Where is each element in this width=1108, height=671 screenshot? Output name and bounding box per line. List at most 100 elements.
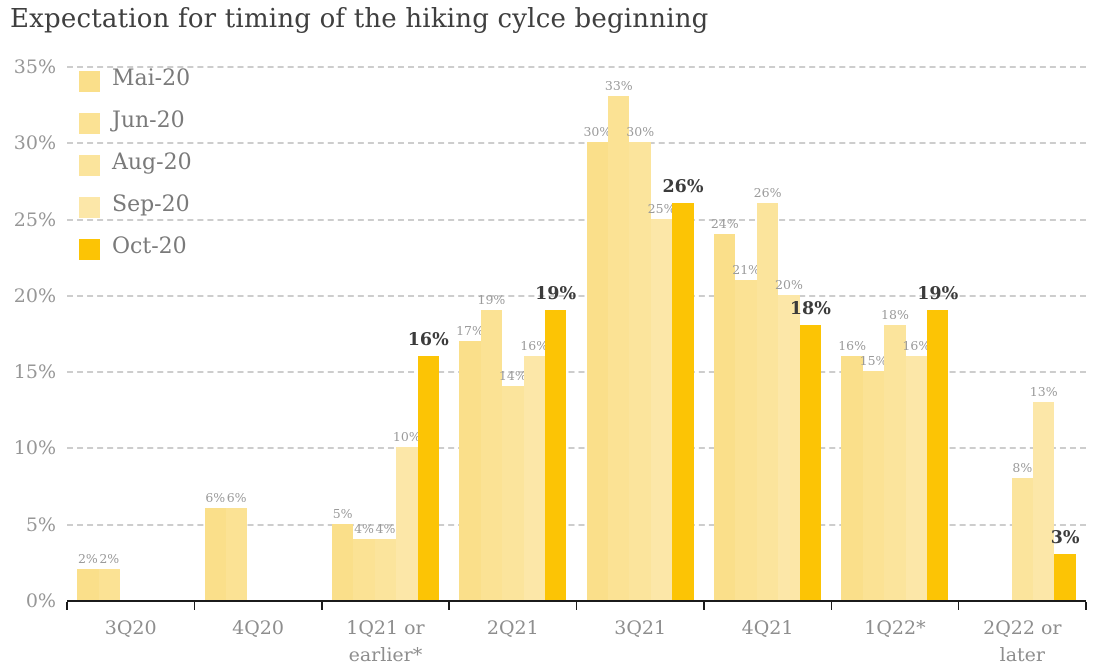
bar-value-label: 14% — [498, 368, 527, 384]
bar-value-label: 16% — [407, 329, 449, 350]
bar-value-label: 4% — [375, 520, 396, 536]
bar — [204, 508, 226, 600]
bar — [544, 310, 567, 600]
bar-value-label: 21% — [732, 261, 761, 277]
bar-value-label: 8% — [1012, 459, 1033, 475]
y-axis-tick-label: 35% — [13, 55, 56, 78]
bar-value-label: 20% — [775, 276, 803, 292]
x-axis-tick — [448, 602, 450, 610]
legend-label: Oct-20 — [112, 234, 187, 259]
bar-value-label: 33% — [604, 78, 633, 94]
bar — [905, 355, 928, 600]
bar — [331, 523, 354, 600]
bar — [459, 340, 481, 600]
bar-value-label: 16% — [838, 337, 867, 353]
bar — [1054, 554, 1076, 600]
bar — [1011, 477, 1033, 600]
legend-label: Mai-20 — [112, 66, 191, 91]
bar — [884, 325, 906, 600]
bar-value-label: 2% — [99, 551, 120, 567]
y-axis-tick-label: 5% — [25, 513, 56, 536]
legend-label: Sep-20 — [112, 192, 190, 217]
bar-value-label: 17% — [456, 322, 484, 338]
y-axis-tick-label: 25% — [13, 208, 56, 231]
bar — [417, 355, 439, 600]
bar-value-label: 26% — [662, 177, 704, 198]
x-axis-tick — [957, 602, 960, 610]
bar — [1033, 401, 1055, 600]
bar — [841, 355, 863, 600]
x-axis-category-label: 3Q21 — [614, 617, 667, 639]
legend-swatch-icon — [79, 113, 100, 134]
bar-value-label: 3% — [1050, 528, 1080, 549]
y-axis-tick-label: 30% — [13, 132, 56, 155]
x-axis-tick — [575, 602, 578, 610]
bar — [735, 279, 757, 600]
bar-value-label: 19% — [535, 284, 577, 305]
gridline — [67, 65, 1086, 68]
x-axis-tick — [830, 602, 832, 610]
bar-value-label: 10% — [392, 429, 421, 445]
bar-value-label: 30% — [626, 124, 655, 140]
x-axis-line — [67, 600, 1086, 602]
bar — [586, 142, 609, 600]
bar — [778, 294, 800, 600]
bar-value-label: 24% — [710, 215, 739, 231]
x-axis-tick — [1085, 602, 1087, 610]
bar-value-label: 30% — [583, 124, 612, 140]
bar — [77, 569, 99, 600]
bar-value-label: 18% — [789, 299, 831, 320]
bar — [353, 538, 375, 600]
bar — [225, 508, 248, 600]
bar — [374, 538, 397, 600]
x-axis-tick — [193, 602, 196, 610]
y-axis-tick-label: 15% — [13, 361, 56, 384]
y-axis-tick-label: 20% — [13, 284, 56, 307]
bar-value-label: 16% — [902, 337, 931, 353]
bar-value-label: 18% — [881, 307, 909, 323]
bar — [756, 203, 779, 600]
chart-title: Expectation for timing of the hiking cyl… — [10, 4, 709, 34]
gridline — [67, 294, 1086, 297]
legend-label: Aug-20 — [112, 150, 192, 175]
legend-swatch-icon — [79, 239, 100, 260]
x-axis-category-label: 2Q22 or later — [983, 617, 1062, 666]
y-axis-tick-label: 10% — [13, 437, 56, 460]
bar-value-label: 25% — [647, 200, 676, 216]
bar — [799, 325, 822, 600]
x-axis-tick — [66, 602, 68, 610]
gridline — [67, 218, 1086, 221]
legend-swatch-icon — [79, 197, 100, 218]
y-axis-tick-label: 0% — [25, 590, 56, 612]
x-axis-category-label: 3Q20 — [104, 617, 157, 639]
bar — [608, 96, 630, 600]
gridline — [67, 523, 1086, 526]
bar-value-label: 13% — [1029, 383, 1058, 399]
bar — [480, 310, 503, 600]
bar — [714, 233, 736, 600]
bar — [98, 569, 120, 600]
gridline — [67, 447, 1086, 450]
x-axis-tick — [703, 602, 705, 610]
bar — [396, 447, 418, 600]
x-axis-tick — [321, 602, 323, 610]
bar-value-label: 15% — [859, 353, 888, 369]
bar — [502, 386, 524, 600]
bar-value-label: 6% — [226, 490, 247, 506]
x-axis-category-label: 1Q22* — [864, 617, 926, 639]
bar-value-label: 6% — [205, 490, 226, 506]
bar — [629, 142, 651, 600]
x-axis-category-label: 2Q21 — [486, 617, 539, 639]
bar-value-label: 19% — [477, 292, 506, 308]
bar — [862, 371, 885, 600]
gridline — [67, 371, 1086, 374]
bar — [927, 310, 949, 600]
bar-value-label: 5% — [332, 505, 353, 521]
legend-swatch-icon — [79, 71, 100, 92]
legend-label: Jun-20 — [112, 108, 185, 133]
bar — [672, 203, 694, 600]
bar — [523, 355, 545, 600]
x-axis-category-label: 1Q21 or earlier* — [346, 617, 425, 666]
bar-value-label: 4% — [354, 520, 374, 536]
